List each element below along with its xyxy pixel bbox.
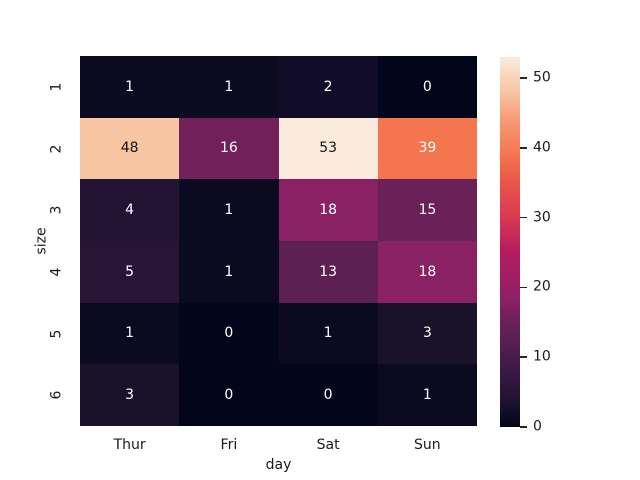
cell-value: 1 xyxy=(422,387,432,404)
cell-value: 1 xyxy=(125,325,135,342)
heatmap-cell-2-Thur: 48 xyxy=(80,117,180,180)
cell-value: 0 xyxy=(224,325,234,342)
colorbar-tick-label-40: 40 xyxy=(533,139,551,156)
heatmap-cell-6-Sun: 1 xyxy=(377,364,477,426)
y-tick-3: 3 xyxy=(48,179,64,241)
cell-value: 1 xyxy=(224,202,234,219)
colorbar-tick-mark-10 xyxy=(520,356,527,358)
heatmap-cell-6-Sat: 0 xyxy=(278,364,378,426)
colorbar-tick-label-20: 20 xyxy=(533,279,551,296)
heatmap-cell-2-Fri: 16 xyxy=(179,117,279,180)
y-tick-1: 1 xyxy=(48,56,64,118)
heatmap-cell-6-Fri: 0 xyxy=(179,364,279,426)
y-tick-label: 4 xyxy=(47,267,64,277)
cell-value: 4 xyxy=(125,202,135,219)
colorbar xyxy=(500,57,520,427)
heatmap-cell-5-Thur: 1 xyxy=(80,302,180,365)
y-tick-label: 6 xyxy=(47,390,64,400)
colorbar-tick-label-30: 30 xyxy=(533,209,551,226)
colorbar-tick-mark-50 xyxy=(520,77,527,79)
heatmap-cell-3-Sun: 15 xyxy=(377,179,477,241)
cell-value: 0 xyxy=(323,387,333,404)
x-axis-tick-labels: Thur Fri Sat Sun xyxy=(80,437,477,453)
heatmap-cell-4-Thur: 5 xyxy=(80,241,180,303)
heatmap-cell-3-Fri: 1 xyxy=(179,179,279,241)
cell-value: 3 xyxy=(422,325,432,342)
colorbar-tick-mark-20 xyxy=(520,286,527,289)
colorbar-tick-mark-0 xyxy=(520,426,527,428)
heatmap-cell-4-Fri: 1 xyxy=(179,241,279,303)
y-tick-label: 3 xyxy=(47,205,64,215)
cell-value: 3 xyxy=(125,387,135,404)
cell-value: 18 xyxy=(418,263,437,280)
y-tick-label: 5 xyxy=(47,329,64,338)
heatmap-cell-5-Sun: 3 xyxy=(377,302,477,365)
cell-value: 2 xyxy=(323,78,333,95)
heatmap-cell-1-Fri: 1 xyxy=(179,56,279,118)
cell-value: 1 xyxy=(125,78,135,95)
cell-value: 1 xyxy=(224,263,234,280)
heatmap-cell-5-Fri: 0 xyxy=(179,302,279,365)
heatmap-cell-6-Thur: 3 xyxy=(80,364,180,426)
x-tick-Fri: Fri xyxy=(220,437,238,453)
y-tick-5: 5 xyxy=(48,303,64,365)
y-tick-2: 2 xyxy=(48,118,64,180)
cell-value: 18 xyxy=(319,202,338,219)
y-tick-4: 4 xyxy=(48,241,64,303)
cell-value: 5 xyxy=(125,263,135,280)
heatmap-cell-2-Sun: 39 xyxy=(377,117,477,180)
y-tick-label: 2 xyxy=(47,144,64,153)
cell-value: 15 xyxy=(418,202,437,219)
heatmap-cell-3-Sat: 18 xyxy=(278,179,378,241)
heatmap-cell-3-Thur: 4 xyxy=(80,179,180,241)
cell-value: 13 xyxy=(319,263,338,280)
colorbar-tick-label-50: 50 xyxy=(533,69,551,86)
y-tick-6: 6 xyxy=(48,364,64,426)
y-axis-label-text: size xyxy=(34,227,50,255)
x-axis-label: day xyxy=(265,457,292,473)
y-axis-tick-labels: 1 2 3 4 5 6 xyxy=(48,56,64,426)
heatmap-cell-1-Sun: 0 xyxy=(377,56,477,118)
heatmap-cell-4-Sun: 18 xyxy=(377,241,477,303)
cell-value: 0 xyxy=(422,78,432,95)
colorbar-tick-label-10: 10 xyxy=(533,348,551,365)
x-tick-Sat: Sat xyxy=(316,437,340,453)
heatmap-cell-1-Thur: 1 xyxy=(80,56,180,118)
heatmap-cell-4-Sat: 13 xyxy=(278,241,378,303)
cell-value: 0 xyxy=(224,387,234,404)
heatmap-cell-5-Sat: 1 xyxy=(278,302,378,365)
heatmap-cell-2-Sat: 53 xyxy=(278,117,378,180)
colorbar-tick-mark-40 xyxy=(520,147,527,149)
cell-value: 39 xyxy=(418,140,437,157)
x-tick-Sun: Sun xyxy=(414,437,441,453)
cell-value: 53 xyxy=(319,140,338,157)
y-tick-label: 1 xyxy=(47,82,64,92)
y-axis-label: size xyxy=(34,56,50,426)
cell-value: 1 xyxy=(323,325,333,342)
colorbar-tick-label-0: 0 xyxy=(533,418,542,435)
colorbar-tick-mark-30 xyxy=(520,216,527,219)
heatmap-plot: 1 1 2 0 48 16 53 39 4 1 18 15 5 1 13 18 1 0 1 3 3 0 0 1 xyxy=(80,56,477,426)
heatmap-cell-1-Sat: 2 xyxy=(278,56,378,118)
cell-value: 1 xyxy=(224,78,234,95)
cell-value: 48 xyxy=(120,140,139,157)
cell-value: 16 xyxy=(219,140,238,157)
x-tick-Thur: Thur xyxy=(113,437,146,453)
